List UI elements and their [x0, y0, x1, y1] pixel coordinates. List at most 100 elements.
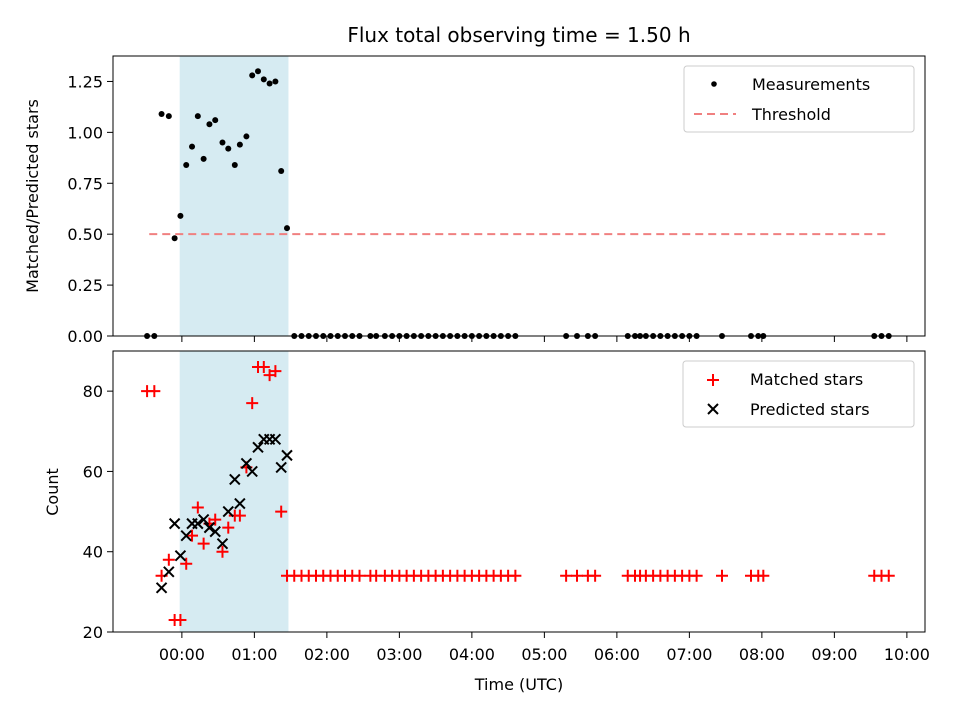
matched-star-marker [186, 529, 199, 542]
x-tick-label: 09:00 [811, 645, 857, 664]
predicted-star-marker [163, 566, 175, 578]
predicted-stars-legend-label: Predicted stars [750, 400, 870, 419]
bottom-y-ticks: 20 40 60 80 [83, 382, 113, 642]
observing-time-span [179, 351, 289, 632]
predicted-star-marker [192, 517, 204, 530]
matched-star-marker [191, 501, 204, 514]
x-tick-label: 04:00 [449, 645, 495, 664]
y-tick-label: 0.00 [67, 327, 103, 346]
measurement-point [194, 113, 201, 120]
matched-predicted-ratio-panel: 0.00 0.25 0.50 0.75 1.00 1.25 Flux total obse… [23, 23, 926, 346]
y-tick-label: 40 [83, 543, 103, 562]
measurement-point [177, 212, 184, 219]
measurement-point [260, 76, 267, 83]
x-tick-label: 02:00 [304, 645, 350, 664]
measurements-legend-marker [711, 81, 717, 87]
measurement-point [266, 80, 273, 87]
matched-star-marker [174, 613, 187, 626]
matched-star-marker [571, 569, 583, 582]
bottom-legend: Matched stars Predicted stars [682, 360, 915, 428]
chart-title: Flux total observing time = 1.50 h [347, 23, 690, 47]
matched-star-marker [589, 569, 602, 582]
measurement-point [249, 72, 256, 79]
measurement-point [255, 68, 261, 75]
bottom-legend-box [682, 360, 915, 428]
matched-star-marker [246, 397, 259, 410]
measurement-point [200, 155, 207, 162]
predicted-star-marker [234, 497, 246, 510]
matched-star-marker [716, 569, 728, 582]
matched-star-marker [222, 521, 235, 534]
x-tick-label: 10:00 [884, 645, 930, 664]
matched-star-marker [257, 361, 270, 374]
y-tick-label: 60 [83, 462, 103, 481]
predicted-stars-points [155, 433, 293, 594]
bottom-x-ticks: 00:00 01:00 02:00 03:00 04:00 05:00 06:00 07:00… [159, 632, 930, 664]
x-tick-label: 06:00 [594, 645, 640, 664]
predicted-star-marker [240, 457, 253, 470]
measurement-point [212, 117, 219, 124]
measurement-point [236, 141, 243, 148]
matched-stars-legend-marker [707, 374, 719, 386]
predicted-star-marker [246, 465, 258, 478]
matched-star-marker [162, 553, 175, 566]
top-legend-box [683, 65, 915, 133]
threshold-legend-label: Threshold [751, 105, 831, 124]
y-tick-label: 0.25 [67, 276, 103, 295]
predicted-star-marker [275, 461, 287, 474]
x-tick-label: 07:00 [666, 645, 712, 664]
x-tick-label: 00:00 [159, 645, 205, 664]
matched-star-marker [690, 569, 703, 582]
predicted-star-marker [203, 521, 216, 534]
matched-star-marker [509, 569, 522, 582]
matched-star-marker [209, 513, 222, 526]
matched-star-marker [275, 505, 288, 518]
measurement-point [219, 139, 226, 146]
measurement-point [272, 78, 279, 85]
measurement-point [243, 133, 250, 140]
y-tick-label: 0.50 [67, 225, 103, 244]
matched-star-marker [180, 557, 193, 570]
measurement-point [278, 168, 285, 175]
y-tick-label: 1.25 [67, 72, 103, 91]
predicted-star-marker [252, 441, 264, 454]
measurements-legend-label: Measurements [752, 75, 870, 94]
matched-star-marker [148, 385, 161, 398]
predicted-star-marker [209, 525, 221, 538]
x-tick-label: 03:00 [376, 645, 422, 664]
y-tick-label: 20 [83, 623, 103, 642]
predicted-star-marker [155, 582, 168, 594]
measurement-point [284, 225, 290, 232]
top-y-axis-label: Matched/Predicted stars [23, 99, 42, 293]
top-axes-frame [112, 55, 926, 337]
bottom-y-axis-label: Count [43, 468, 62, 516]
measurement-point [183, 161, 190, 168]
x-tick-label: 05:00 [521, 645, 567, 664]
predicted-star-marker [174, 550, 187, 562]
top-legend: Measurements Threshold [683, 65, 915, 133]
matched-star-marker [560, 569, 573, 582]
measurement-point [171, 235, 178, 242]
predicted-stars-legend-marker [707, 403, 719, 415]
predicted-star-marker [229, 473, 241, 486]
top-y-ticks: 0.00 0.25 0.50 0.75 1.00 1.25 [67, 72, 113, 346]
matched-star-marker [233, 509, 246, 522]
y-tick-label: 80 [83, 382, 103, 401]
top-x-ticks [181, 336, 908, 342]
x-tick-label: 01:00 [231, 645, 277, 664]
matched-star-marker [757, 569, 770, 582]
predicted-star-marker [168, 517, 181, 530]
y-tick-label: 0.75 [67, 174, 103, 193]
measurement-point [158, 111, 165, 118]
predicted-star-marker [281, 449, 293, 462]
predicted-star-marker [216, 537, 229, 550]
bottom-axes-frame [112, 350, 926, 633]
matched-star-marker [353, 569, 366, 582]
predicted-star-marker [222, 505, 234, 518]
predicted-star-marker [180, 529, 192, 542]
measurement-point [189, 143, 196, 150]
predicted-star-marker [197, 513, 210, 526]
measurement-point [165, 113, 172, 120]
measurement-point [225, 145, 232, 152]
matched-star-marker [197, 537, 210, 550]
